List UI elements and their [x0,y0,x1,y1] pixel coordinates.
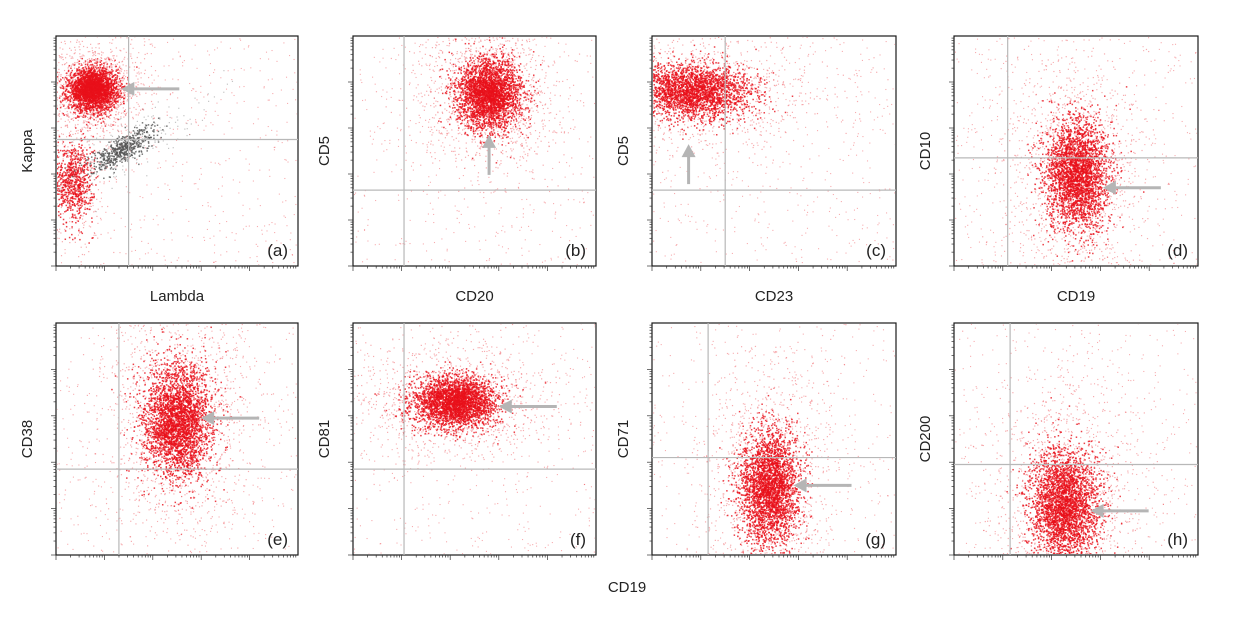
population-cluster [653,324,874,554]
population-cluster [57,37,179,178]
scatter-panel-h: (h) CD200 [917,322,1199,560]
x-axis-label: CD20 [455,288,493,305]
panel-label: (b) [565,241,586,260]
event-points [955,37,1197,265]
scatter-panel-b: (b) CD5 CD20 [316,35,597,305]
panel-label: (h) [1167,530,1188,549]
arrow-icon [1090,503,1149,518]
scatter-panel-d: (d) CD10 CD19 [917,35,1199,305]
event-points [57,324,297,554]
shared-x-axis-label: CD19 [608,579,646,596]
x-axis-label: Lambda [150,288,205,305]
panel-label: (e) [267,530,288,549]
y-axis-label: CD10 [917,132,934,170]
event-points [653,37,895,264]
event-points [354,37,595,265]
panel-label: (c) [866,241,886,260]
arrow-icon [498,399,557,414]
x-axis-label: CD19 [1057,288,1095,305]
arrow-icon [1102,180,1161,195]
population-cluster [57,324,294,553]
scatter-panel-e: (e) CD38 [19,322,299,560]
plot-frame [651,322,897,556]
y-axis-label: Kappa [19,129,36,173]
event-points [653,324,895,554]
panel-label: (f) [570,530,586,549]
plot-frame [953,322,1199,556]
panel-label: (d) [1167,241,1188,260]
scatter-panel-c: (c) CD5 CD23 [615,35,897,305]
scatter-panel-g: (g) CD71 [615,322,897,560]
population-cluster [982,37,1178,265]
arrow-icon [793,478,852,493]
plot-frame [953,35,1199,267]
arrow-icon [121,81,180,96]
y-axis-label: CD71 [615,420,632,458]
population-cluster [375,37,589,219]
scatter-panel-a: (a) Kappa Lambda [19,35,299,305]
y-axis-label: CD38 [19,420,36,458]
x-axis-label: CD23 [755,288,793,305]
arrow-icon [201,411,260,426]
plot-frame [352,35,597,267]
y-axis-label: CD81 [316,420,333,458]
plot-frame [352,322,597,556]
population-cluster [57,41,126,265]
plot-frame [55,35,299,267]
event-points [354,324,595,554]
y-axis-label: CD5 [615,136,632,166]
panel-label: (g) [865,530,886,549]
population-cluster [653,37,889,196]
arrow-icon [681,144,696,185]
y-axis-label: CD200 [917,416,934,463]
population-cluster [354,324,593,486]
y-axis-label: CD5 [316,136,333,166]
arrow-icon [482,134,497,175]
panel-label: (a) [267,241,288,260]
scatter-panel-f: (f) CD81 [316,322,597,560]
